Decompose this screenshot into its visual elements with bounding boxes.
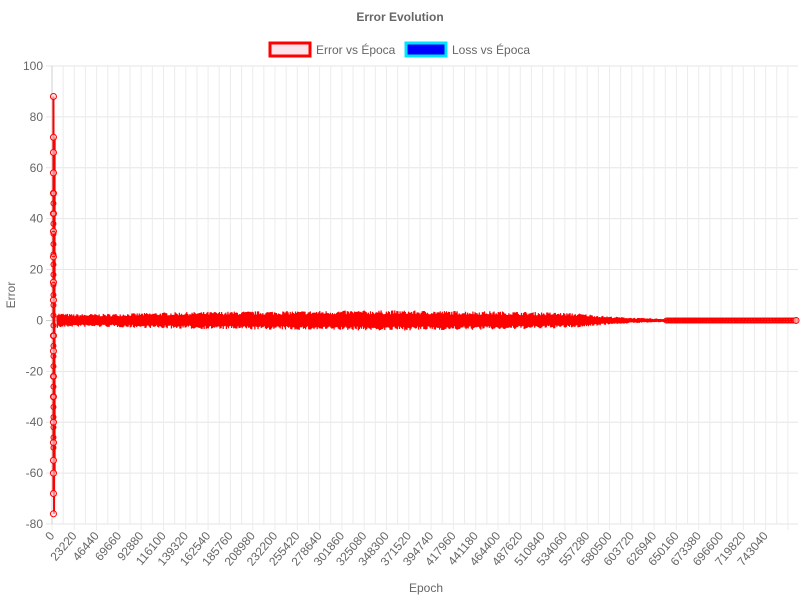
- y-tick-label: 0: [36, 313, 43, 327]
- data-point[interactable]: [50, 230, 57, 237]
- y-tick-label: 60: [30, 161, 44, 175]
- x-tick-label: 0: [42, 529, 57, 543]
- legend[interactable]: Error vs Época Loss vs Época: [268, 41, 530, 58]
- data-point-last[interactable]: [792, 316, 800, 324]
- data-point[interactable]: [50, 444, 57, 451]
- y-tick-label: 80: [30, 110, 44, 124]
- data-point[interactable]: [50, 383, 57, 390]
- data-point[interactable]: [49, 469, 57, 477]
- data-point[interactable]: [50, 261, 57, 268]
- data-point[interactable]: [50, 251, 57, 258]
- series-error: [49, 93, 800, 518]
- y-axis-label: Error: [4, 282, 18, 309]
- data-point[interactable]: [49, 169, 57, 177]
- data-point[interactable]: [49, 489, 57, 497]
- y-tick-label: 20: [30, 263, 44, 277]
- grid: [46, 65, 798, 530]
- y-tick-label: -20: [26, 364, 44, 378]
- data-point[interactable]: [50, 281, 57, 288]
- series-error-spikes: [52, 96, 56, 514]
- data-point[interactable]: [50, 363, 57, 370]
- data-point[interactable]: [50, 271, 57, 278]
- data-point[interactable]: [50, 332, 57, 339]
- data-point[interactable]: [49, 93, 57, 101]
- data-point[interactable]: [50, 292, 57, 298]
- data-point[interactable]: [50, 312, 57, 319]
- x-axis-ticks: 0232204644069660928801161001393201625401…: [42, 529, 771, 569]
- data-point[interactable]: [49, 133, 57, 141]
- data-point[interactable]: [50, 424, 57, 431]
- data-point[interactable]: [50, 434, 57, 441]
- chart-title: Error Evolution: [356, 10, 443, 24]
- data-point[interactable]: [50, 393, 57, 400]
- data-point[interactable]: [50, 210, 57, 217]
- data-point[interactable]: [49, 149, 57, 157]
- x-axis-label: Epoch: [409, 581, 443, 595]
- data-point[interactable]: [50, 353, 57, 360]
- legend-item-loss[interactable]: Loss vs Época: [404, 41, 530, 58]
- y-axis-ticks: 100 80 60 40 20 0 -20 -40 -60 -80: [23, 59, 43, 531]
- data-point[interactable]: [50, 241, 57, 248]
- legend-swatch-loss: [404, 41, 448, 58]
- y-tick-label: 40: [30, 212, 44, 226]
- data-point[interactable]: [49, 510, 57, 518]
- data-point[interactable]: [50, 200, 57, 207]
- data-point[interactable]: [50, 403, 57, 410]
- legend-item-error[interactable]: Error vs Época: [268, 41, 396, 58]
- y-tick-label: 100: [23, 59, 43, 73]
- data-point[interactable]: [50, 342, 57, 349]
- data-point[interactable]: [49, 456, 57, 464]
- y-tick-label: -60: [26, 466, 44, 480]
- data-point[interactable]: [50, 322, 57, 329]
- data-point[interactable]: [50, 190, 57, 197]
- data-point[interactable]: [50, 220, 57, 227]
- data-point[interactable]: [50, 302, 57, 309]
- legend-label-error: Error vs Época: [316, 42, 396, 57]
- y-tick-label: -40: [26, 415, 44, 429]
- data-point[interactable]: [50, 373, 57, 380]
- data-point[interactable]: [50, 414, 57, 421]
- legend-swatch-error: [268, 41, 312, 58]
- legend-label-loss: Loss vs Época: [452, 42, 530, 57]
- y-tick-label: -80: [26, 517, 44, 531]
